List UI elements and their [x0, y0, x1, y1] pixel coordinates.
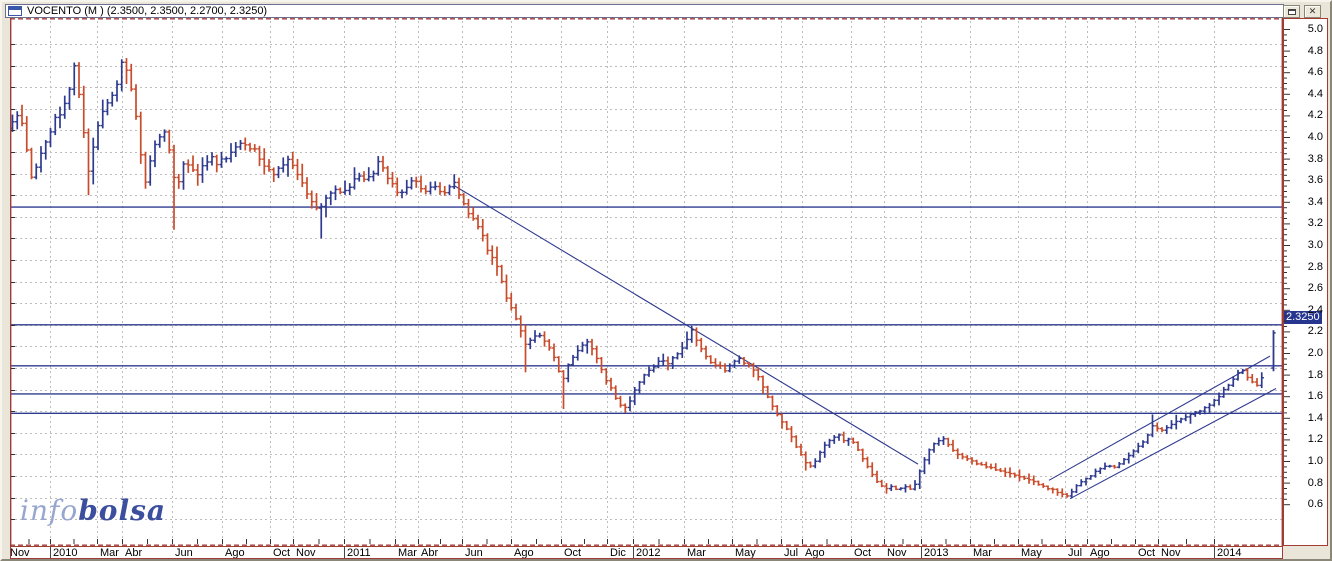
y-axis-label: 3.8 [1307, 152, 1323, 165]
y-axis-label: 3.0 [1307, 239, 1323, 251]
y-axis-label: 1.0 [1307, 455, 1323, 467]
y-axis-label: 3.6 [1307, 174, 1323, 187]
x-axis-label: May [735, 547, 756, 559]
x-axis-label: 2011 [347, 547, 371, 559]
x-axis-label: Dic [610, 547, 626, 559]
x-axis-label: Abr [125, 547, 143, 559]
x-axis-label: 2010 [53, 547, 78, 559]
x-axis-label: Nov [1161, 547, 1181, 559]
close-button[interactable]: ✕ [1304, 5, 1321, 18]
chart-canvas [10, 18, 1283, 546]
x-axis-label: Mar [398, 547, 417, 559]
x-axis-label: Mar [100, 547, 119, 559]
y-axis-label: 2.6 [1307, 282, 1323, 295]
x-axis-label: Ago [805, 547, 825, 559]
year-separator [50, 547, 51, 558]
y-axis-label: 1.4 [1307, 411, 1323, 424]
x-axis-label: Nov [10, 547, 30, 559]
window-title: VOCENTO (M ) (2.3500, 2.3500, 2.2700, 2.… [27, 4, 268, 17]
y-axis-label: 4.4 [1307, 87, 1323, 100]
x-axis-label: Nov [296, 547, 316, 559]
x-axis-label: Mar [687, 547, 706, 559]
restore-icon [1287, 8, 1296, 15]
infobolsa-logo: infobolsa [20, 496, 166, 526]
y-axis-label: 2.8 [1307, 260, 1323, 273]
year-separator [921, 547, 922, 558]
year-separator [633, 547, 634, 558]
y-axis-label: 1.6 [1307, 390, 1323, 403]
y-axis-label: 1.8 [1307, 368, 1323, 381]
close-icon: ✕ [1308, 6, 1317, 16]
y-axis-label: 4.0 [1307, 131, 1323, 143]
restore-button[interactable] [1283, 5, 1300, 18]
y-axis-label: 4.6 [1307, 66, 1323, 79]
x-axis-label: Oct [273, 547, 291, 559]
x-axis-label: Abr [421, 547, 439, 559]
x-axis-label: 2013 [924, 547, 949, 559]
x-axis-label: 2012 [636, 547, 661, 559]
chart-window-icon [8, 6, 22, 16]
y-axis-label: 3.2 [1307, 217, 1323, 230]
y-axis-label: 4.8 [1307, 44, 1323, 57]
y-axis-label: 4.2 [1307, 109, 1323, 122]
time-axis: Nov 2010 Mar Abr Jun Ago Oct Nov 2011 Mar Abr Jun Ag… [10, 546, 1283, 559]
x-axis-label: Ago [225, 547, 245, 559]
x-axis-label: Jun [175, 547, 193, 559]
window-buttons: ✕ [1283, 5, 1321, 18]
logo-bolsa: bolsa [78, 494, 167, 527]
y-axis-label: 2.4 [1307, 303, 1323, 316]
x-axis-label: May [1021, 547, 1042, 559]
x-axis-label: 2014 [1217, 547, 1242, 559]
x-axis-label: Oct [564, 547, 582, 559]
price-axis-ticks [1284, 29, 1290, 506]
x-axis-label: Jul [1068, 547, 1083, 559]
down-trend-line [453, 185, 919, 465]
y-axis-label: 5.0 [1307, 23, 1323, 35]
year-separator [344, 547, 345, 558]
y-axis-label: 2.0 [1307, 347, 1323, 359]
chart-plot-area[interactable]: infobolsa [10, 18, 1283, 546]
x-axis-label: Oct [854, 547, 872, 559]
y-axis-label: 0.8 [1307, 476, 1323, 489]
x-axis-label: Jul [784, 547, 799, 559]
channel-lower-line [1069, 388, 1277, 500]
price-axis: 2.3250 5.0 4.8 4.6 4.4 4.2 4.0 3.8 3.6 3.4 3.2 3.0… [1283, 18, 1328, 546]
x-axis-label: Ago [1090, 547, 1110, 559]
year-separator [1214, 547, 1215, 558]
y-axis-label: 3.4 [1307, 195, 1323, 208]
x-axis-label: Nov [887, 547, 907, 559]
x-axis-label: Jun [465, 547, 483, 559]
x-axis-label: Mar [973, 547, 992, 559]
x-axis-label: Oct [1138, 547, 1156, 559]
x-axis-label: Ago [514, 547, 534, 559]
price-bars [10, 58, 1276, 499]
logo-info: info [20, 494, 79, 527]
y-axis-label: 2.2 [1307, 325, 1323, 338]
y-axis-label: 0.6 [1307, 498, 1323, 511]
title-bar: VOCENTO (M ) (2.3500, 2.3500, 2.2700, 2.… [5, 4, 1284, 18]
last-price-tag: 2.3250 [1284, 310, 1322, 324]
y-axis-label: 1.2 [1307, 433, 1323, 446]
